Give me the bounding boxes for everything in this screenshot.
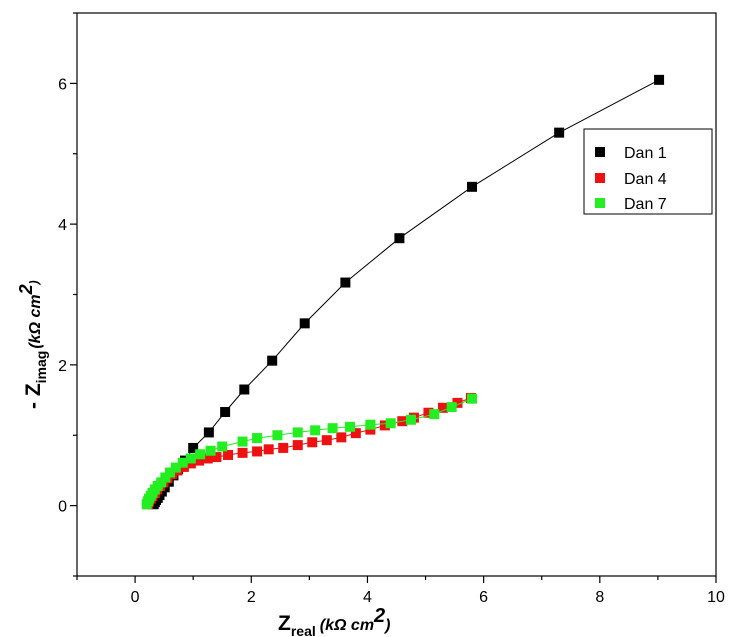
plot-frame <box>76 12 717 577</box>
data-point <box>252 446 263 457</box>
data-point <box>267 355 278 366</box>
data-point <box>217 441 228 452</box>
y-tick-label: 6 <box>58 76 67 93</box>
data-point <box>394 233 405 244</box>
data-point <box>310 425 321 436</box>
data-point <box>292 427 303 438</box>
y-axis-unit: (kΩ cm <box>27 294 44 348</box>
data-point <box>446 402 457 413</box>
y-axis-ticks: 0 2 4 6 <box>58 12 77 577</box>
data-point <box>195 449 206 460</box>
data-point <box>177 457 188 468</box>
data-point <box>467 393 478 404</box>
y-axis-unit-power: 2 <box>16 284 36 295</box>
x-axis-subscript: real <box>291 623 316 637</box>
legend-marker <box>595 198 605 208</box>
data-point <box>327 423 338 434</box>
data-point <box>185 453 196 464</box>
data-point <box>554 127 565 138</box>
x-tick-label: 2 <box>247 589 256 606</box>
data-point <box>239 384 250 395</box>
x-tick-label: 6 <box>479 589 488 606</box>
data-point <box>406 414 417 425</box>
data-point <box>654 74 665 85</box>
data-point <box>188 442 199 453</box>
data-point <box>202 453 213 464</box>
data-point <box>437 402 448 413</box>
data-point <box>237 447 248 458</box>
legend-box <box>583 128 713 215</box>
y-axis-subscript: imag <box>33 351 49 384</box>
data-point <box>193 455 204 466</box>
data-point <box>203 427 214 438</box>
series-line <box>153 79 660 505</box>
data-point <box>220 407 231 418</box>
y-axis-title: - Zimag (kΩ cm2) <box>16 280 49 409</box>
data-point <box>452 397 463 408</box>
legend-label: Dan 4 <box>624 171 667 188</box>
data-point <box>345 421 356 432</box>
x-axis-unit-close: ) <box>383 617 390 634</box>
data-point <box>170 462 181 473</box>
x-axis-unit: (kΩ cm <box>320 617 374 634</box>
x-tick-label: 8 <box>595 589 604 606</box>
y-tick-label: 2 <box>58 358 67 375</box>
data-point <box>164 467 175 478</box>
data-point <box>272 430 283 441</box>
data-series <box>141 74 665 510</box>
data-point <box>252 433 263 444</box>
x-tick-label: 4 <box>363 589 372 606</box>
y-tick-label: 0 <box>58 499 67 516</box>
data-point <box>205 445 216 456</box>
data-point <box>423 407 434 418</box>
data-point <box>278 442 289 453</box>
x-axis-symbol: Z <box>278 612 291 635</box>
data-point <box>263 444 274 455</box>
legend-marker <box>595 147 605 157</box>
x-tick-label: 0 <box>131 589 140 606</box>
series-3 <box>141 393 478 510</box>
data-point <box>429 409 440 420</box>
y-tick-label: 4 <box>58 217 67 234</box>
y-axis-symbol: - Z <box>22 383 45 409</box>
data-point <box>336 432 347 443</box>
data-point <box>385 418 396 429</box>
x-tick-label: 10 <box>707 589 725 606</box>
legend: Dan 1 Dan 4 Dan 7 <box>583 128 713 215</box>
data-point <box>299 318 310 329</box>
data-point <box>379 420 390 431</box>
data-point <box>237 436 248 447</box>
data-point <box>211 452 222 463</box>
x-axis-ticks: 0 2 4 6 8 10 <box>76 576 725 606</box>
x-axis-title: Zreal (kΩ cm2) <box>278 605 391 637</box>
data-point <box>292 440 303 451</box>
legend-label: Dan 7 <box>624 196 667 213</box>
x-axis-unit-power: 2 <box>373 605 385 627</box>
data-point <box>350 428 361 439</box>
data-point <box>365 419 376 430</box>
data-point <box>307 437 318 448</box>
legend-label: Dan 1 <box>624 145 667 162</box>
data-point <box>467 181 478 192</box>
data-point <box>340 277 351 288</box>
data-point <box>223 449 234 460</box>
y-axis-unit-close: ) <box>27 280 41 286</box>
legend-marker <box>595 173 605 183</box>
data-point <box>321 435 332 446</box>
